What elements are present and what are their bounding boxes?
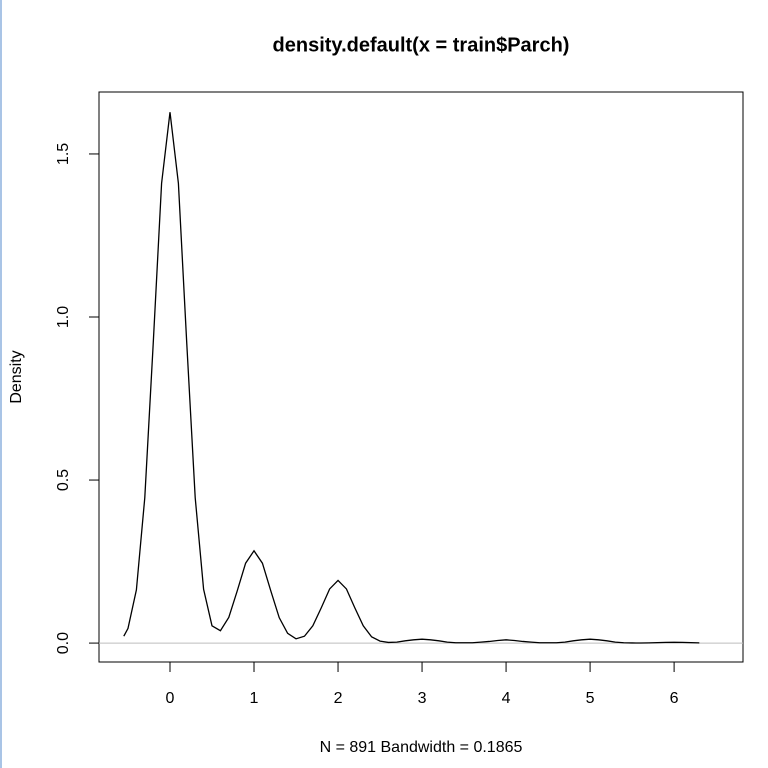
plot-box [98,91,744,663]
chart-title: density.default(x = train$Parch) [273,34,570,56]
y-axis-label: Density [8,350,25,403]
y-tick-label: 0.0 [55,632,72,654]
y-tick-label: 1.0 [55,306,72,328]
x-tick-label: 6 [670,690,679,707]
x-tick-label: 1 [250,690,259,707]
x-tick-label: 5 [586,690,595,707]
y-tick-label: 1.5 [55,143,72,165]
x-tick-label: 0 [166,690,175,707]
x-tick-label: 3 [418,690,427,707]
x-tick-label: 4 [502,690,511,707]
x-axis-label: N = 891 Bandwidth = 0.1865 [320,739,523,756]
y-tick-label: 0.5 [55,469,72,491]
x-tick-label: 2 [334,690,343,707]
density-line [123,112,700,644]
